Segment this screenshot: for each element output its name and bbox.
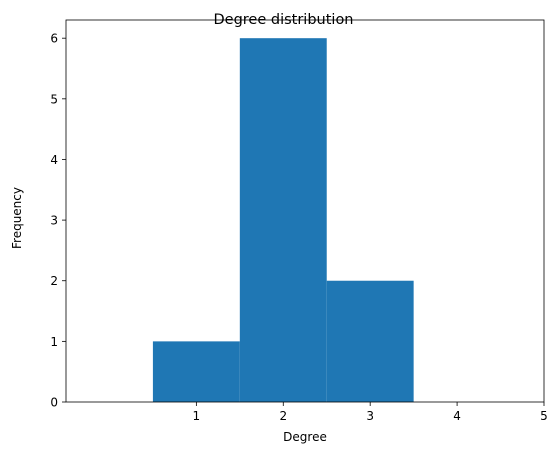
x-axis-label: Degree — [283, 430, 327, 444]
x-tick-label: 2 — [279, 409, 287, 423]
x-tick-label: 3 — [366, 409, 374, 423]
x-tick-label: 5 — [540, 409, 548, 423]
bars — [152, 38, 414, 402]
y-tick-label: 4 — [50, 153, 58, 167]
histogram-bar-2 — [326, 280, 414, 402]
histogram-bar-1 — [239, 38, 327, 402]
x-tick-label: 1 — [193, 409, 201, 423]
y-tick-label: 2 — [50, 274, 58, 288]
y-tick-label: 3 — [50, 214, 58, 228]
axes-frame — [65, 19, 545, 403]
y-tick-label: 1 — [50, 335, 58, 349]
plot-area: 1 2 3 4 5 0 1 2 3 4 5 6 — [50, 19, 548, 423]
x-tick-label: 4 — [453, 409, 461, 423]
x-ticks: 1 2 3 4 5 — [193, 402, 548, 423]
y-tick-label: 0 — [50, 396, 58, 410]
y-tick-label: 6 — [50, 32, 58, 46]
y-tick-label: 5 — [50, 92, 58, 106]
y-axis-label: Frequency — [10, 187, 24, 249]
y-ticks: 0 1 2 3 4 5 6 — [50, 32, 66, 410]
histogram-bar-0 — [152, 341, 240, 402]
